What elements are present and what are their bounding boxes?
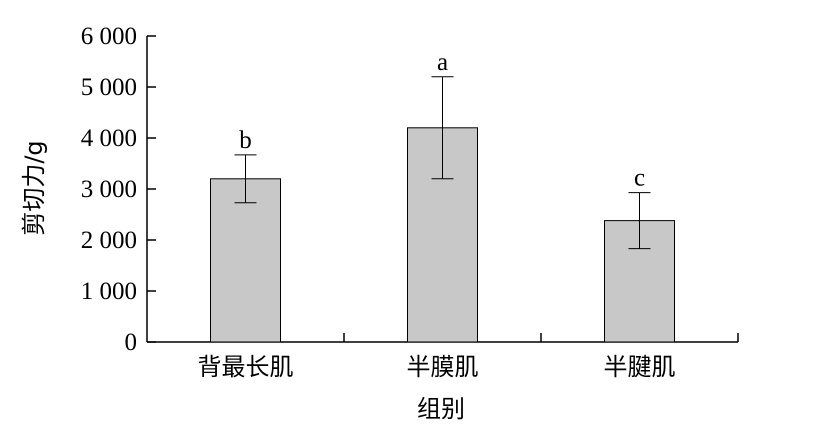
x-category-label: 半膜肌 xyxy=(407,353,479,381)
y-tick-label: 1 000 xyxy=(81,278,137,305)
y-tick-label: 5 000 xyxy=(81,74,137,101)
x-category-label: 背最长肌 xyxy=(198,353,294,381)
bars: b a c xyxy=(210,49,675,343)
y-axis: 0 1 000 2 000 3 000 4 000 5 000 6 000 xyxy=(81,23,156,356)
bar xyxy=(210,178,281,343)
x-axis: 背最长肌 半膜肌 半腱肌 xyxy=(147,333,739,381)
x-axis-title: 组别 xyxy=(417,395,465,423)
y-tick-label: 4 000 xyxy=(81,125,137,152)
significance-label: c xyxy=(634,165,645,192)
significance-label: a xyxy=(437,49,448,76)
y-tick-label: 3 000 xyxy=(81,176,137,203)
y-tick-label: 0 xyxy=(125,329,138,356)
significance-label: b xyxy=(239,127,252,154)
x-category-label: 半腱肌 xyxy=(604,353,676,381)
y-tick-label: 6 000 xyxy=(81,23,137,50)
axis-labels: 组别 剪切力/g xyxy=(20,140,465,423)
y-axis-title: 剪切力/g xyxy=(20,140,48,235)
y-tick-label: 2 000 xyxy=(81,227,137,254)
